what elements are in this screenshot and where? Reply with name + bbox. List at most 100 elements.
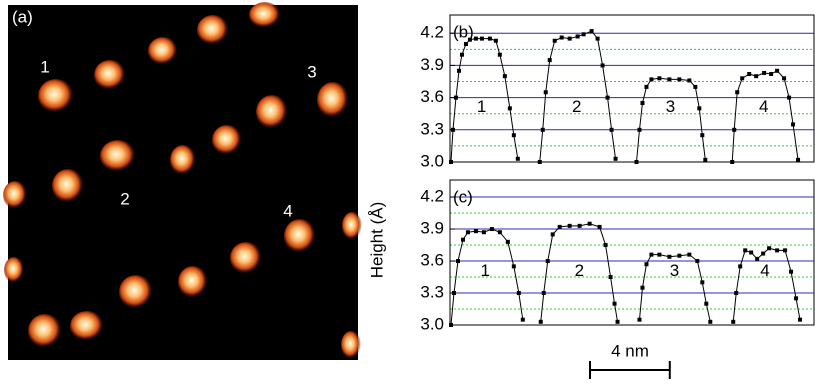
data-point (546, 259, 550, 263)
stm-image: (a) 1 2 3 4 (3, 2, 362, 360)
profile-label: 3 (666, 97, 675, 116)
profile-label: 1 (477, 97, 486, 116)
data-point (667, 77, 671, 81)
y-tick-label: 3.3 (420, 119, 444, 138)
profile-line (732, 71, 798, 162)
marker-label: 3 (307, 62, 316, 81)
data-point (637, 128, 641, 132)
data-point (498, 230, 502, 234)
data-point (454, 96, 458, 100)
data-point (640, 286, 644, 290)
data-point (538, 160, 542, 164)
profile-label: 1 (481, 261, 490, 280)
data-point (512, 133, 516, 137)
data-point (516, 157, 520, 161)
data-point (783, 248, 787, 252)
data-point (494, 39, 498, 43)
y-tick-label: 3.0 (420, 151, 444, 170)
profile-label: 2 (572, 97, 581, 116)
plot-frame (450, 15, 814, 162)
profile-label: 2 (575, 261, 584, 280)
data-point (449, 323, 453, 327)
data-point (754, 74, 758, 78)
data-point (503, 74, 507, 78)
data-point (498, 53, 502, 57)
y-tick-label: 3.3 (420, 282, 444, 301)
data-point (490, 227, 494, 231)
data-point (738, 264, 742, 268)
data-point (606, 96, 610, 100)
data-point (796, 158, 800, 162)
marker-label: 4 (283, 201, 292, 220)
data-point (544, 90, 548, 94)
data-point (731, 320, 735, 324)
data-point (732, 128, 736, 132)
data-point (560, 36, 564, 40)
data-point (634, 160, 638, 164)
data-point (640, 101, 644, 105)
data-point (743, 248, 747, 252)
data-point (576, 34, 580, 38)
data-point (767, 246, 771, 250)
data-point (700, 133, 704, 137)
data-point (697, 106, 701, 110)
data-point (598, 225, 602, 229)
y-tick-label: 4.2 (420, 23, 444, 42)
data-point (667, 255, 671, 259)
data-point (582, 32, 586, 36)
data-point (604, 243, 608, 247)
data-point (693, 85, 697, 89)
plot-frame (450, 180, 814, 325)
data-point (747, 72, 751, 76)
data-point (687, 78, 691, 82)
profile-label: 3 (670, 261, 679, 280)
data-point (596, 37, 600, 41)
data-point (644, 85, 648, 89)
figure: (a) 1 2 3 4 Height (Å) 4 nm 3.03.33.63.9… (0, 0, 815, 385)
data-point (794, 296, 798, 300)
data-point (677, 77, 681, 81)
data-point (740, 76, 744, 80)
data-point (506, 240, 510, 244)
marker-label: 2 (120, 189, 129, 208)
data-point (761, 252, 765, 256)
data-point (541, 128, 545, 132)
data-point (749, 251, 753, 255)
data-point (539, 320, 543, 324)
profile-label: 4 (759, 97, 768, 116)
data-point (649, 253, 653, 257)
data-point (521, 318, 525, 322)
data-point (553, 39, 557, 43)
data-point (588, 222, 592, 226)
data-point (734, 291, 738, 295)
data-point (798, 318, 802, 322)
data-point (480, 37, 484, 41)
data-point (637, 318, 641, 322)
data-point (452, 291, 456, 295)
data-point (700, 280, 704, 284)
data-point (461, 238, 465, 242)
data-point (730, 160, 734, 164)
data-point (449, 160, 453, 164)
data-point (703, 158, 707, 162)
data-point (508, 106, 512, 110)
data-point (789, 270, 793, 274)
data-point (775, 248, 779, 252)
data-point (616, 320, 620, 324)
data-point (466, 230, 470, 234)
data-point (558, 225, 562, 229)
y-tick-label: 3.9 (420, 55, 444, 74)
data-point (601, 63, 605, 67)
data-point (649, 77, 653, 81)
data-point (488, 37, 492, 41)
y-tick-label: 4.2 (420, 187, 444, 206)
data-point (775, 69, 779, 73)
data-point (568, 224, 572, 228)
data-point (464, 42, 468, 46)
data-point (451, 128, 455, 132)
panel-label: (a) (12, 7, 33, 26)
data-point (769, 72, 773, 76)
data-point (512, 264, 516, 268)
profile-line (733, 248, 800, 322)
panel-label: (c) (453, 187, 473, 206)
